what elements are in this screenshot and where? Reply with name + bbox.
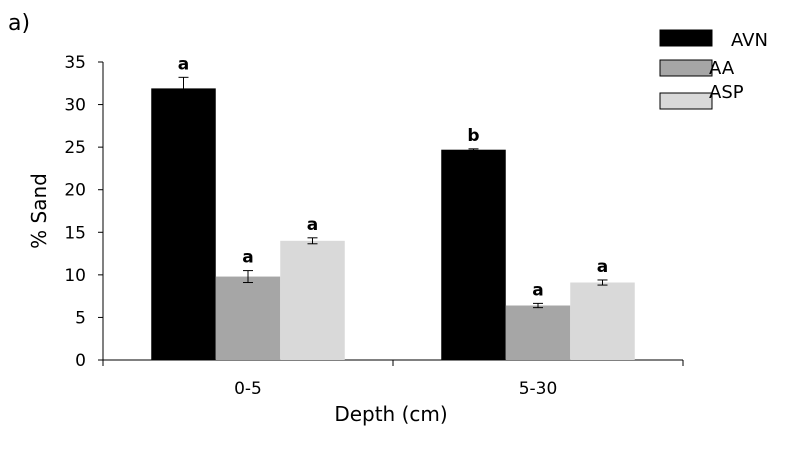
legend-label-asp: ASP xyxy=(709,82,744,103)
legend-swatch-aa xyxy=(659,59,713,77)
legend-label-aa: AA xyxy=(709,58,735,79)
y-tick-label: 5 xyxy=(75,308,86,328)
y-axis-label: % Sand xyxy=(27,173,51,249)
x-tick-label: 5-30 xyxy=(519,379,558,399)
legend-swatch-asp xyxy=(659,92,713,110)
bar-asp xyxy=(280,240,345,360)
y-tick-label: 20 xyxy=(64,181,86,201)
bar-asp xyxy=(570,282,635,360)
x-axis-label: Depth (cm) xyxy=(334,402,447,426)
y-tick-label: 15 xyxy=(64,223,86,243)
x-tick-label: 0-5 xyxy=(234,379,262,399)
significance-letter: a xyxy=(178,54,189,74)
y-tick-label: 10 xyxy=(64,266,86,286)
y-tick-label: 0 xyxy=(75,351,86,371)
significance-letter: a xyxy=(242,248,253,268)
significance-letter: a xyxy=(532,280,543,300)
legend-swatch-avn xyxy=(659,29,713,47)
significance-letter: b xyxy=(467,126,479,146)
bar-avn xyxy=(151,88,216,360)
legend-label-avn: AVN xyxy=(731,30,768,51)
significance-letter: a xyxy=(597,257,608,277)
y-tick-label: 35 xyxy=(64,53,86,73)
panel-label: a) xyxy=(8,11,30,36)
bar-aa xyxy=(505,305,571,360)
y-tick-label: 30 xyxy=(64,96,86,116)
y-tick-label: 25 xyxy=(64,138,86,158)
bar-avn xyxy=(441,149,506,360)
plot-area: 0 5 10 15 20 25 30 35 0-5 a a a 5-30 b a a xyxy=(64,53,684,399)
significance-letter: a xyxy=(307,215,318,235)
bar-aa xyxy=(215,276,281,360)
legend: AVN AA ASP xyxy=(659,29,768,110)
